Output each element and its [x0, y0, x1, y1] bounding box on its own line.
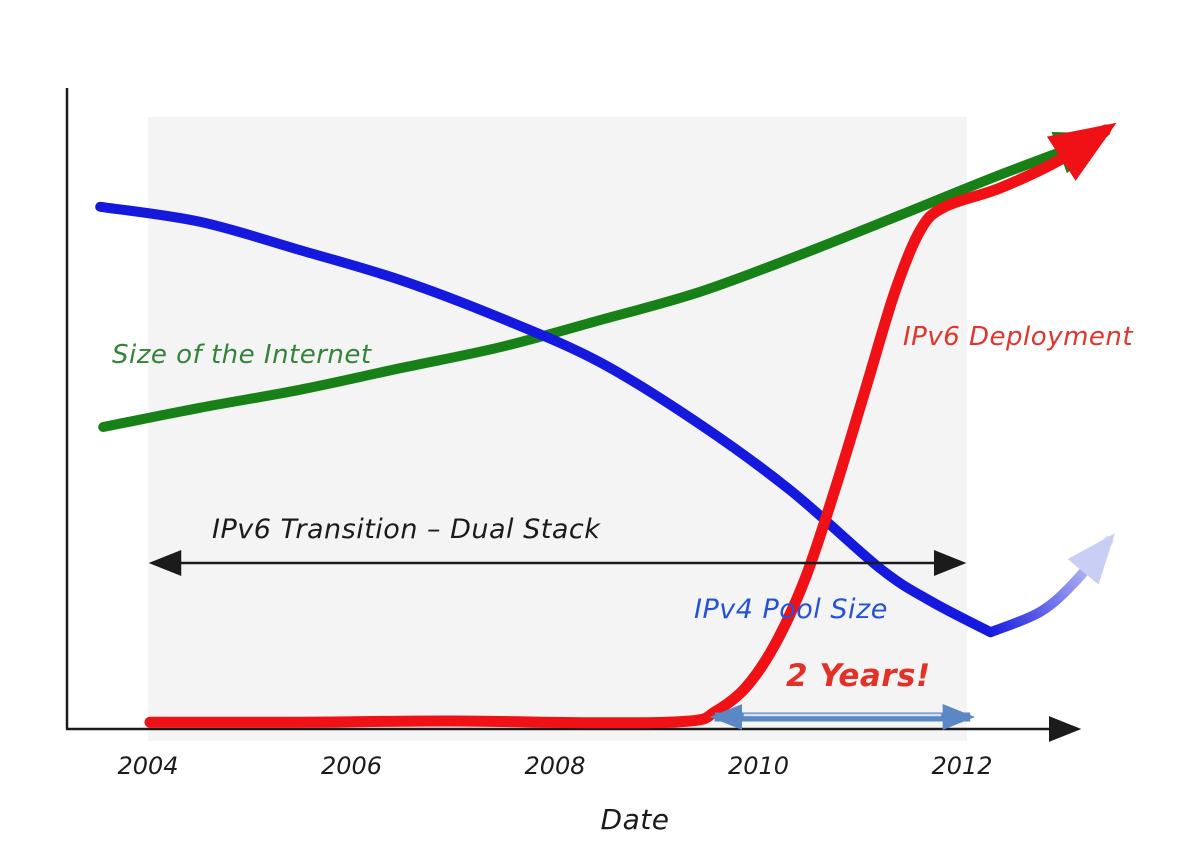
internet-size-line	[98, 132, 1111, 432]
transition-label: IPv6 Transition – Dual Stack	[212, 514, 601, 545]
ipv6-deployment-line	[144, 122, 1117, 729]
ipv6-deployment-label: IPv6 Deployment	[903, 322, 1134, 352]
x-tick-label: 2010	[727, 752, 790, 780]
x-tick-label: 2012	[931, 752, 993, 780]
ipv4-pool-label: IPv4 Pool Size	[694, 594, 888, 625]
two-years-label: 2 Years!	[786, 658, 931, 694]
x-tick-label: 2008	[524, 752, 586, 780]
x-axis-title: Date	[600, 803, 670, 836]
plot-band	[148, 117, 968, 741]
ipv4-pool-tail	[985, 533, 1115, 638]
x-tick-label: 2006	[320, 752, 383, 780]
x-tick-label: 2004	[117, 752, 179, 780]
internet-size-label: Size of the Internet	[112, 340, 372, 370]
